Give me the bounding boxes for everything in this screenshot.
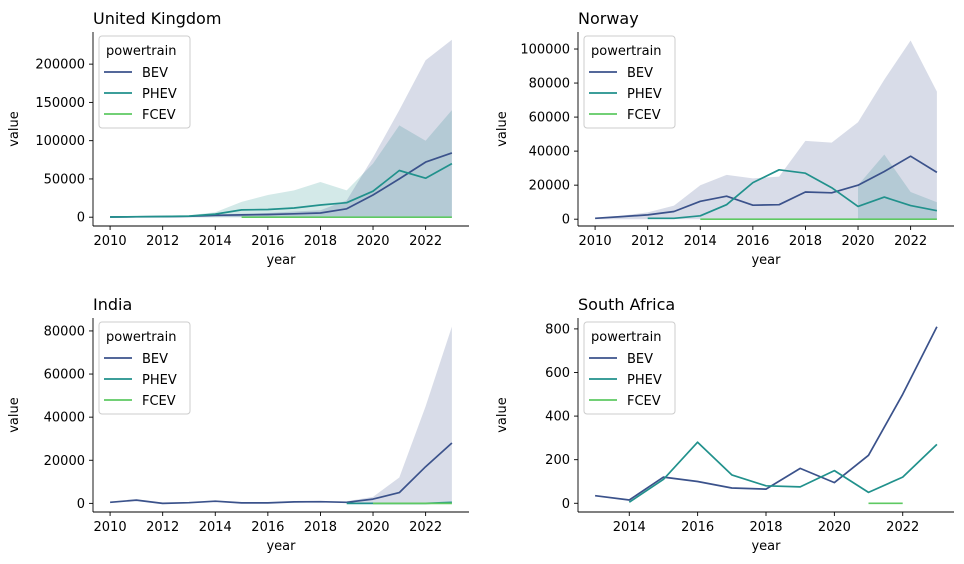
- y-tick-label: 100000: [520, 43, 570, 58]
- x-tick-label: 2020: [356, 520, 389, 535]
- legend-title: powertrain: [591, 44, 661, 59]
- x-tick-label: 2016: [736, 234, 769, 249]
- chart-panel-2: 2010 2012 2014 2016 2018 2020 2022 0 20000 40000 6…: [7, 295, 469, 554]
- series-line-phev: [110, 162, 453, 218]
- legend-box: [98, 35, 191, 129]
- x-tick-label: 2010: [579, 234, 612, 249]
- y-tick-label: 100000: [35, 134, 85, 149]
- confidence-band-bev: [346, 326, 452, 504]
- x-tick-label: 2018: [304, 234, 337, 249]
- legend-label-fcev: FCEV: [142, 108, 176, 123]
- chart-title: United Kingdom: [93, 9, 221, 28]
- series-line-bev: [110, 442, 453, 505]
- x-tick-label: 2018: [749, 520, 782, 535]
- y-tick-label: 200000: [35, 58, 85, 73]
- x-tick-label: 2018: [789, 234, 822, 249]
- confidence-band-bev: [595, 40, 937, 220]
- y-tick-label: 80000: [44, 324, 85, 339]
- confidence-band-phev: [858, 154, 937, 220]
- legend: powertrain BEV PHEV FCEV: [583, 35, 676, 129]
- confidence-band-bev: [110, 39, 452, 218]
- y-tick-label: 40000: [529, 145, 570, 160]
- y-axis-label: value: [495, 111, 510, 147]
- x-tick-label: 2018: [304, 520, 337, 535]
- x-tick-label: 2014: [199, 234, 232, 249]
- x-tick-label: 2020: [818, 520, 851, 535]
- y-tick-label: 0: [562, 497, 570, 512]
- confidence-band-phev: [110, 110, 452, 218]
- y-tick-label: 0: [77, 497, 85, 512]
- x-tick-label: 2022: [886, 520, 919, 535]
- legend-label-bev: BEV: [627, 352, 653, 367]
- x-tick-label: 2012: [146, 520, 179, 535]
- legend-box: [583, 35, 676, 129]
- chart-title: Norway: [578, 9, 639, 28]
- y-tick-label: 20000: [44, 454, 85, 469]
- y-axis-label: value: [7, 397, 22, 433]
- x-tick-label: 2020: [356, 234, 389, 249]
- y-axis-label: value: [7, 111, 22, 147]
- x-tick-label: 2010: [94, 234, 127, 249]
- legend-label-bev: BEV: [142, 66, 168, 81]
- x-tick-label: 2016: [251, 234, 284, 249]
- legend-title: powertrain: [591, 330, 661, 345]
- y-tick-label: 600: [545, 366, 570, 381]
- x-tick-label: 2022: [409, 234, 442, 249]
- y-tick-label: 60000: [44, 368, 85, 383]
- legend-title: powertrain: [106, 330, 176, 345]
- chart-panel-1: 2010 2012 2014 2016 2018 2020 2022 0 20000 40000 6…: [495, 9, 954, 268]
- y-tick-label: 800: [545, 322, 570, 337]
- y-tick-label: 200: [545, 453, 570, 468]
- series-line-phev: [628, 441, 938, 503]
- legend: powertrain BEV PHEV FCEV: [98, 321, 191, 415]
- legend-label-fcev: FCEV: [627, 108, 661, 123]
- y-tick-label: 150000: [35, 96, 85, 111]
- y-tick-label: 40000: [44, 411, 85, 426]
- x-axis-label: year: [266, 253, 296, 268]
- y-tick-label: 0: [562, 213, 570, 228]
- y-tick-label: 20000: [529, 179, 570, 194]
- x-tick-label: 2014: [199, 520, 232, 535]
- chart-title: India: [93, 295, 132, 314]
- x-axis-label: year: [266, 539, 296, 554]
- legend-label-phev: PHEV: [142, 87, 177, 102]
- legend-label-bev: BEV: [627, 66, 653, 81]
- series-line-bev: [594, 326, 938, 501]
- chart-panel-3: 2014 2016 2018 2020 2022 0 200 400 600 800 South A…: [495, 295, 954, 554]
- x-tick-label: 2014: [613, 520, 646, 535]
- x-tick-label: 2022: [409, 520, 442, 535]
- x-tick-label: 2016: [681, 520, 714, 535]
- chart-panel-0: 2010 2012 2014 2016 2018 2020 2022 0 50000 100000…: [7, 9, 469, 268]
- x-tick-label: 2020: [841, 234, 874, 249]
- legend-title: powertrain: [106, 44, 176, 59]
- x-tick-label: 2014: [684, 234, 717, 249]
- legend-label-phev: PHEV: [627, 87, 662, 102]
- y-tick-label: 50000: [44, 172, 85, 187]
- x-axis-label: year: [751, 539, 781, 554]
- series-line-bev: [595, 155, 938, 220]
- legend-label-phev: PHEV: [627, 373, 662, 388]
- y-tick-label: 400: [545, 410, 570, 425]
- x-tick-label: 2010: [94, 520, 127, 535]
- series-line-phev: [647, 168, 938, 220]
- x-tick-label: 2022: [894, 234, 927, 249]
- legend-label-fcev: FCEV: [627, 394, 661, 409]
- legend: powertrain BEV PHEV FCEV: [98, 35, 191, 129]
- legend: powertrain BEV PHEV FCEV: [583, 321, 676, 415]
- y-tick-label: 60000: [529, 111, 570, 126]
- legend-label-phev: PHEV: [142, 373, 177, 388]
- y-tick-label: 80000: [529, 77, 570, 92]
- legend-label-bev: BEV: [142, 352, 168, 367]
- x-tick-label: 2012: [146, 234, 179, 249]
- x-axis-label: year: [751, 253, 781, 268]
- legend-label-fcev: FCEV: [142, 394, 176, 409]
- legend-box: [583, 321, 676, 415]
- chart-title: South Africa: [578, 295, 675, 314]
- y-tick-label: 0: [77, 211, 85, 226]
- x-tick-label: 2012: [631, 234, 664, 249]
- legend-box: [98, 321, 191, 415]
- x-tick-label: 2016: [251, 520, 284, 535]
- y-axis-label: value: [495, 397, 510, 433]
